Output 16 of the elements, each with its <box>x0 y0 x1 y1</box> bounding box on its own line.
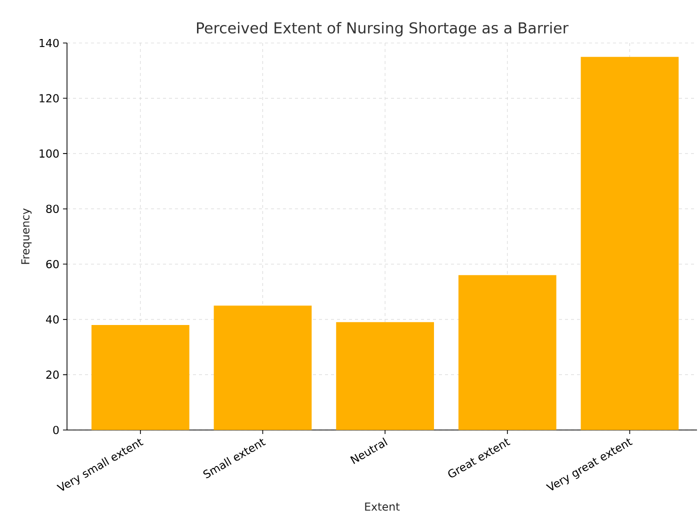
bar <box>336 322 434 430</box>
y-tick-label: 0 <box>53 426 59 434</box>
bar <box>214 306 312 430</box>
y-tick-label: 140 <box>40 38 59 48</box>
y-axis-title: Frequency <box>21 208 32 264</box>
y-tick-label: 100 <box>40 149 59 158</box>
bar <box>580 56 679 430</box>
y-tick-label: 60 <box>46 260 59 268</box>
bar <box>91 324 190 430</box>
y-tick-label: 40 <box>46 315 59 324</box>
chart-title: Perceived Extent of Nursing Shortage as a Barrier <box>197 22 568 36</box>
bar <box>458 275 556 430</box>
y-tick-label: 20 <box>46 370 59 379</box>
y-tick-label: 80 <box>46 204 59 214</box>
y-tick-label: 120 <box>40 94 59 102</box>
x-axis-title: Extent <box>365 502 400 511</box>
